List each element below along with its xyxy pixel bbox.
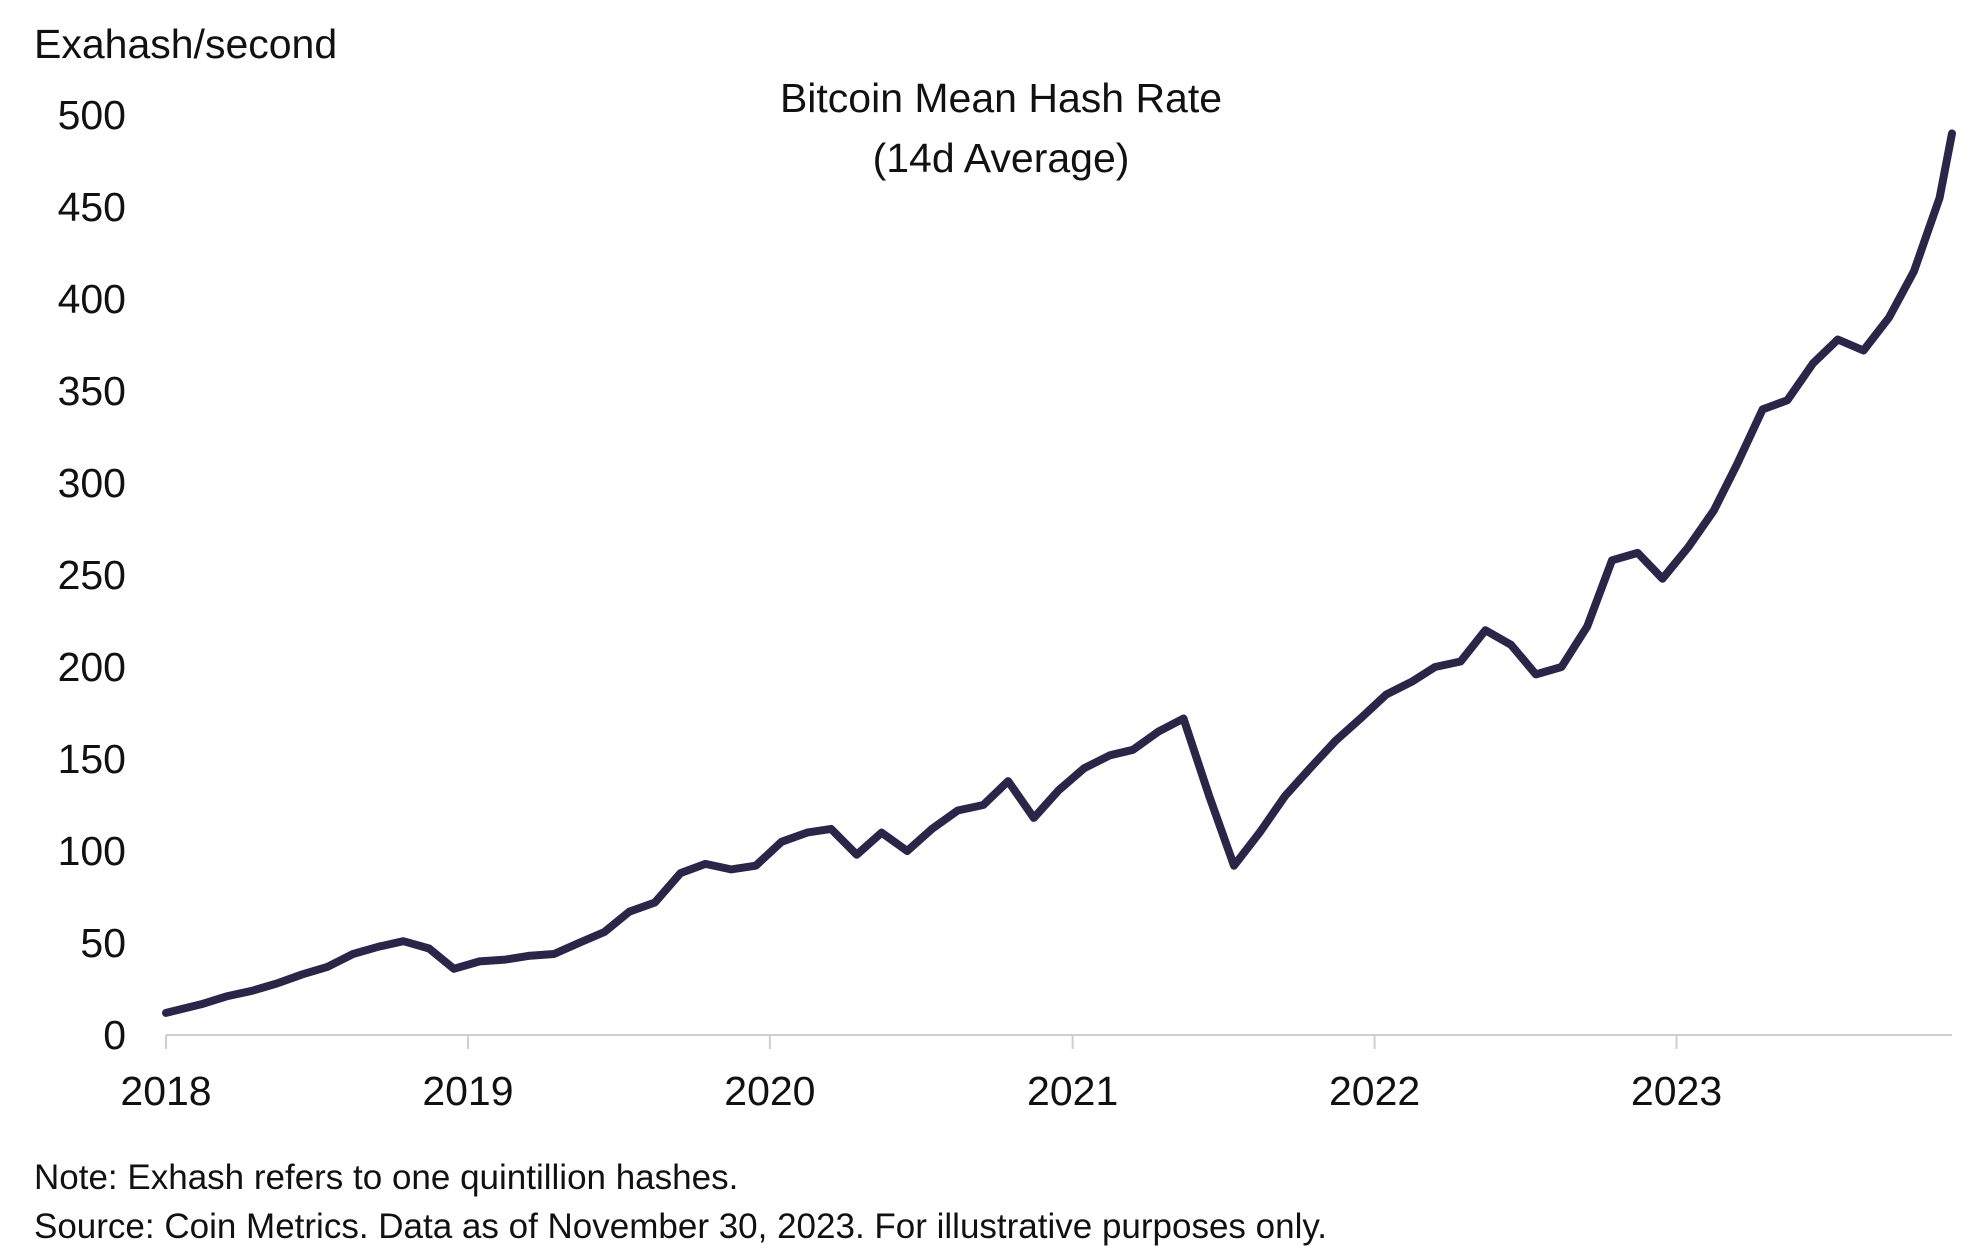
x-tick-label: 2021 [1027,1068,1118,1114]
chart-subtitle: (14d Average) [873,135,1130,181]
chart-title: Bitcoin Mean Hash Rate [780,75,1222,121]
y-tick-label: 300 [58,460,126,506]
y-tick-label: 100 [58,828,126,874]
chart-note: Note: Exhash refers to one quintillion h… [34,1158,739,1197]
y-tick-label: 350 [58,368,126,414]
y-tick-label: 400 [58,276,126,322]
y-tick-label: 200 [58,644,126,690]
chart-source: Source: Coin Metrics. Data as of Novembe… [34,1207,1327,1246]
y-tick-label: 150 [58,736,126,782]
x-tick-label: 2018 [120,1068,211,1114]
y-tick-label: 50 [80,920,126,966]
y-tick-label: 0 [103,1012,126,1058]
x-tick-label: 2023 [1631,1068,1722,1114]
hash-rate-line [162,129,1956,1017]
x-tick-label: 2019 [422,1068,513,1114]
y-tick-label: 450 [58,184,126,230]
y-tick-label: 500 [58,92,126,138]
x-tick-label: 2020 [724,1068,815,1114]
x-tick-label: 2022 [1329,1068,1420,1114]
y-tick-label: 250 [58,552,126,598]
y-axis-label: Exahash/second [34,21,337,67]
